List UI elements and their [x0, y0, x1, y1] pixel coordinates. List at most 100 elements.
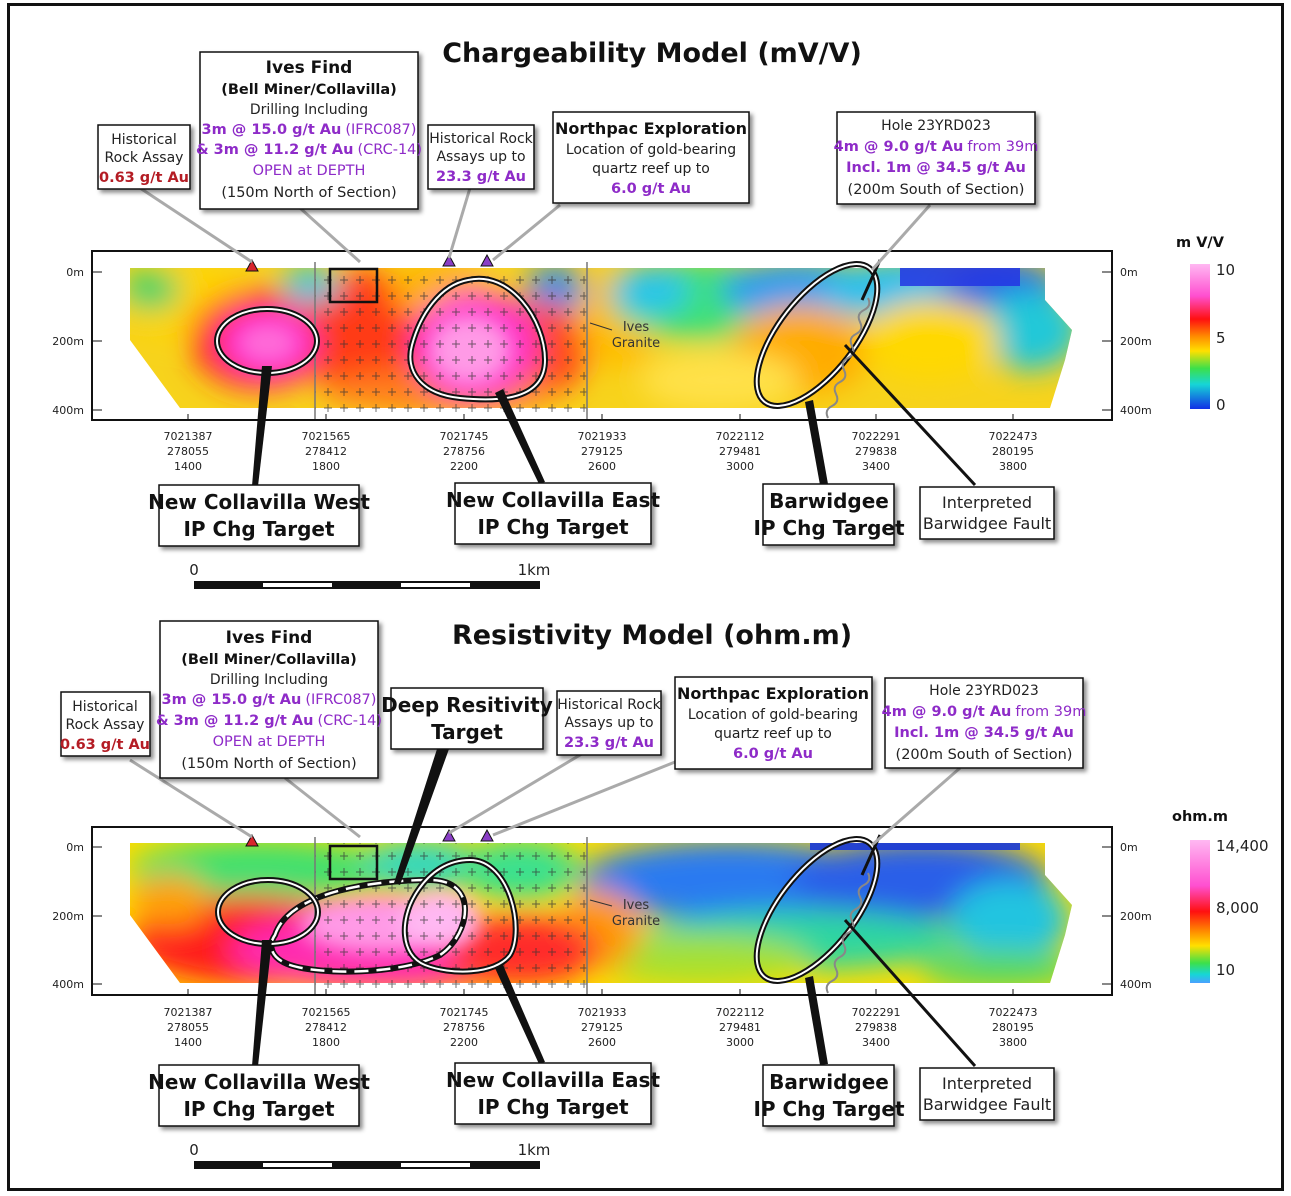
- figure-frame: [7, 3, 1284, 1191]
- target-label: Deep Resitivity: [381, 693, 553, 717]
- callout-title: Northpac Exploration: [555, 119, 747, 138]
- callout-value: 0.63 g/t Au: [60, 737, 150, 753]
- target-label: Interpreted: [942, 1074, 1032, 1093]
- callout-line: Location of gold-bearing: [566, 142, 736, 158]
- callout-line: Assays up to: [436, 149, 525, 165]
- target-barwidgee: Barwidgee IP Chg Target: [753, 483, 905, 546]
- x-tick-east: 280195: [992, 1021, 1034, 1034]
- x-tick-east: 279481: [719, 445, 761, 458]
- callout-line: Drilling Including: [250, 102, 368, 118]
- target-label: IP Chg Target: [477, 515, 629, 539]
- callout-intercept: & 3m @ 11.2 g/t Au (CRC-14): [196, 142, 422, 158]
- callout-line: Historical Rock: [557, 697, 661, 713]
- x-tick-north: 7022473: [989, 1006, 1038, 1019]
- granite-label-line2: Granite: [612, 336, 660, 351]
- target-label: New Collavilla East: [446, 488, 660, 512]
- target-label: IP Chg Target: [183, 517, 335, 541]
- depth-tick: 200m: [52, 910, 84, 923]
- target-west: New Collavilla West IP Chg Target: [148, 1064, 370, 1127]
- x-tick-north: 7021745: [440, 1006, 489, 1019]
- callout-intercept: & 3m @ 11.2 g/t Au (CRC-14): [156, 713, 382, 729]
- callout-line: OPEN at DEPTH: [253, 163, 366, 179]
- depth-tick: 200m: [1120, 335, 1152, 348]
- depth-tick: 0m: [66, 841, 84, 854]
- x-tick-east: 279125: [581, 1021, 623, 1034]
- x-tick-chain: 3400: [862, 460, 890, 473]
- sample-triangle-red: [245, 258, 259, 272]
- callout-title: Hole 23YRD023: [881, 118, 991, 134]
- target-east: New Collavilla East IP Chg Target: [446, 1062, 660, 1125]
- callout-historical-rock-assay: Historical Rock Assay 0.63 g/t Au: [97, 124, 191, 190]
- legend-value: 14,400: [1216, 837, 1269, 855]
- x-tick-chain: 2600: [588, 460, 616, 473]
- x-tick-north: 7022473: [989, 430, 1038, 443]
- callout-line: (200m South of Section): [848, 182, 1025, 198]
- target-label: New Collavilla West: [148, 490, 370, 514]
- x-tick-east: 278756: [443, 1021, 485, 1034]
- x-tick-chain: 2600: [588, 1036, 616, 1049]
- target-barwidgee: Barwidgee IP Chg Target: [753, 1064, 905, 1127]
- x-tick-chain: 2200: [450, 460, 478, 473]
- resistivity-legend: ohm.m 14,400 8,000 10: [1172, 809, 1269, 983]
- x-axis: 7021387 278055 1400 7021565 278412 1800 …: [164, 989, 1038, 1049]
- panel-title: Resistivity Model (ohm.m): [452, 620, 852, 651]
- scale-label: 0: [189, 561, 199, 579]
- depth-tick: 400m: [52, 404, 84, 417]
- resistivity-panel: Resistivity Model (ohm.m): [52, 620, 1269, 1169]
- depth-tick: 200m: [1120, 910, 1152, 923]
- x-tick-chain: 2200: [450, 1036, 478, 1049]
- x-tick-north: 7021565: [302, 430, 351, 443]
- target-label: New Collavilla East: [446, 1068, 660, 1092]
- callout-ives-find: Ives Find (Bell Miner/Collavilla) Drilli…: [156, 620, 382, 779]
- depth-tick: 400m: [1120, 978, 1152, 991]
- x-tick-chain: 3000: [726, 460, 754, 473]
- sample-triangle-red: [245, 833, 259, 847]
- legend-value: 10: [1216, 261, 1235, 279]
- callout-line: Rock Assay: [105, 150, 184, 166]
- callout-line: quartz reef up to: [714, 726, 832, 742]
- legend-colorbar: [1190, 840, 1210, 983]
- fault-trace: [825, 872, 871, 994]
- scale-label: 1km: [518, 1141, 551, 1159]
- target-label: Interpreted: [942, 493, 1032, 512]
- x-tick-east: 278412: [305, 445, 347, 458]
- panel-title: Chargeability Model (mV/V): [442, 38, 862, 69]
- target-pointers: [252, 919, 977, 1067]
- target-label: Barwidgee Fault: [923, 514, 1051, 533]
- depth-tick: 0m: [66, 266, 84, 279]
- legend-value: 8,000: [1216, 899, 1259, 917]
- callout-intercept: 3m @ 15.0 g/t Au (IFRC087): [162, 692, 377, 708]
- target-pointers: [252, 343, 977, 487]
- callout-line: Location of gold-bearing: [688, 707, 858, 723]
- callout-line: Drilling Including: [210, 672, 328, 688]
- callout-line: (200m South of Section): [896, 747, 1073, 763]
- depth-axis: 0m 200m 400m 0m 200m 400m: [52, 266, 1151, 417]
- depth-tick: 400m: [1120, 404, 1152, 417]
- x-tick-chain: 1800: [312, 460, 340, 473]
- callout-line: Historical: [111, 132, 177, 148]
- target-label: New Collavilla West: [148, 1070, 370, 1094]
- callout-value: 6.0 g/t Au: [733, 746, 813, 762]
- callout-hole-23yrd023: Hole 23YRD023 4m @ 9.0 g/t Au from 39m In…: [834, 111, 1038, 205]
- chargeability-model-image: Ives Granite: [91, 250, 1113, 421]
- target-label: IP Chg Target: [753, 1097, 905, 1121]
- callout-title: Hole 23YRD023: [929, 683, 1039, 699]
- x-tick-north: 7021387: [164, 1006, 213, 1019]
- callout-line: Assays up to: [564, 715, 653, 731]
- granite-label-line1: Ives: [623, 898, 650, 913]
- x-tick-north: 7021565: [302, 1006, 351, 1019]
- callout-deep-resistivity-target: Deep Resitivity Target: [381, 687, 553, 885]
- callout-value: 23.3 g/t Au: [436, 169, 526, 185]
- target-west: New Collavilla West IP Chg Target: [148, 484, 370, 547]
- callout-northpac: Northpac Exploration Location of gold-be…: [674, 676, 873, 770]
- callout-line: Rock Assay: [66, 717, 145, 733]
- x-tick-chain: 1400: [174, 1036, 202, 1049]
- x-tick-north: 7021933: [578, 1006, 627, 1019]
- x-tick-chain: 3400: [862, 1036, 890, 1049]
- target-label: IP Chg Target: [753, 516, 905, 540]
- legend-title: ohm.m: [1172, 809, 1228, 825]
- callout-intercept: Incl. 1m @ 34.5 g/t Au: [894, 725, 1074, 741]
- x-tick-east: 280195: [992, 445, 1034, 458]
- legend-value: 10: [1216, 961, 1235, 979]
